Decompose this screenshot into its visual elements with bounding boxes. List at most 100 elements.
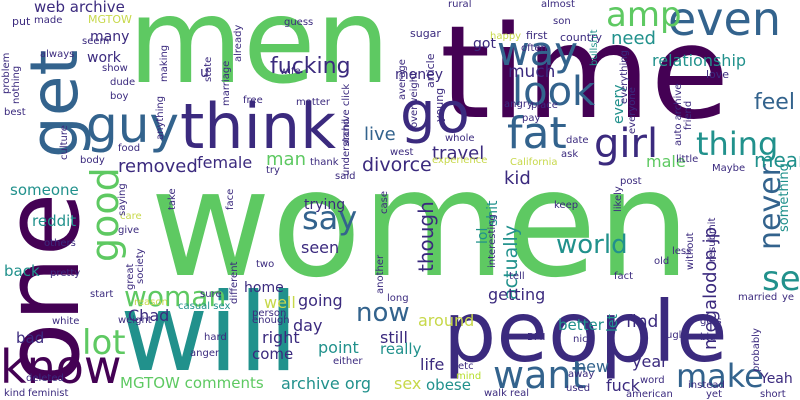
- word-reddit: reddit: [32, 212, 77, 230]
- word-people: people: [443, 283, 728, 381]
- word-get: get: [16, 49, 93, 158]
- word-lot: lot: [82, 323, 126, 363]
- word-mgtow-comments: MGTOW comments: [120, 374, 264, 392]
- word-likely: likely: [613, 186, 624, 212]
- word-got: got: [473, 36, 496, 52]
- word-u: u: [200, 65, 209, 81]
- word-making: making: [159, 44, 170, 82]
- word-obese: obese: [426, 376, 471, 394]
- word-gets: gets: [700, 316, 722, 327]
- word-old: old: [654, 256, 670, 267]
- word-hard: hard: [204, 332, 227, 343]
- word-work: work: [87, 50, 121, 66]
- word-male: male: [646, 152, 686, 171]
- word-trying: trying: [304, 197, 346, 213]
- word-way: way: [497, 29, 578, 75]
- word-auto-archive: auto archive: [673, 83, 684, 146]
- word-country: country: [560, 31, 603, 44]
- word-marriage: marriage: [221, 60, 232, 106]
- word-time: time: [440, 0, 730, 148]
- word-resubmit: resubmit: [707, 217, 718, 262]
- word-food: food: [118, 143, 141, 154]
- word-kind: kind: [4, 388, 26, 399]
- word-problem: problem: [1, 52, 12, 94]
- word-dude: dude: [110, 77, 136, 88]
- word-guy: guy: [86, 96, 180, 154]
- word-wife: wife: [280, 66, 301, 77]
- word-travel: travel: [432, 143, 485, 164]
- word-reason: reason: [134, 297, 168, 308]
- word-often: often: [521, 43, 547, 54]
- word-always: always: [40, 49, 75, 60]
- word-first: first: [526, 29, 548, 42]
- word-going: going: [298, 291, 343, 310]
- word-probably: probably: [751, 328, 762, 372]
- word-year: year: [632, 352, 668, 371]
- word-divorce: divorce: [362, 154, 432, 176]
- word-find: find: [626, 312, 659, 332]
- word-new: new: [576, 357, 610, 376]
- word-sex: sex: [394, 374, 422, 393]
- word-relationship: relationship: [652, 51, 747, 70]
- word-money: money: [395, 67, 443, 83]
- word-saying: saying: [117, 183, 128, 216]
- word-used: used: [566, 383, 591, 394]
- word-guess: guess: [284, 17, 314, 28]
- word-feminist: feminist: [28, 388, 69, 399]
- word-two: two: [256, 259, 275, 270]
- word-tell: tell: [509, 271, 525, 282]
- word-still: still: [380, 328, 408, 347]
- word-free: free: [243, 95, 263, 106]
- word-maybe: Maybe: [712, 163, 746, 174]
- word-deleted: deleted: [26, 373, 64, 384]
- word-getting: getting: [488, 285, 546, 304]
- word-female: female: [197, 153, 253, 172]
- word-really: really: [380, 340, 422, 358]
- word-seem: seem: [82, 36, 110, 47]
- word-will: will: [120, 271, 299, 396]
- word-archive-org: archive org: [281, 374, 372, 393]
- word-know: know: [0, 340, 122, 394]
- word-think: think: [180, 90, 337, 163]
- word-bmi: BMI: [527, 332, 546, 343]
- word-show: show: [102, 63, 128, 74]
- word-mind: mind: [456, 371, 482, 382]
- word-pretty: pretty: [50, 268, 81, 279]
- word-california: California: [510, 157, 558, 168]
- word-average: average: [397, 59, 408, 100]
- word-take: take: [167, 188, 178, 210]
- word-kid: kid: [504, 168, 531, 189]
- word-world: world: [556, 230, 628, 260]
- word-married: married: [738, 292, 778, 303]
- word-ugly: ugly: [666, 330, 688, 341]
- word-instead: instead: [688, 380, 725, 391]
- word-start: start: [90, 289, 114, 300]
- word-whole: whole: [445, 133, 475, 144]
- word-understand: understand: [341, 118, 352, 176]
- word-man: man: [266, 149, 306, 170]
- word-society: society: [135, 248, 146, 284]
- word-rural: rural: [448, 0, 472, 10]
- word-many: many: [90, 29, 130, 45]
- word-women: women: [150, 138, 691, 310]
- word-life: life: [420, 355, 445, 374]
- word-fact: fact: [614, 271, 634, 282]
- word-big: big: [700, 332, 716, 343]
- word-word: word: [640, 375, 665, 386]
- word-bad: bad: [16, 329, 45, 347]
- word-back: back: [4, 262, 40, 280]
- word-live: live: [364, 124, 396, 145]
- word-even: even: [668, 0, 781, 46]
- word-see: see: [762, 259, 800, 299]
- word-article: article: [424, 53, 437, 88]
- word-already: already: [233, 24, 244, 62]
- word-though: though: [414, 201, 438, 272]
- word-walk-real: walk real: [484, 388, 530, 399]
- word-matter: matter: [296, 97, 330, 108]
- word-thank: thank: [310, 157, 339, 168]
- word-home: home: [244, 280, 284, 296]
- word-either: either: [333, 356, 363, 367]
- word-well: well: [264, 293, 296, 312]
- word-mgtow: MGTOW: [88, 13, 132, 26]
- word-feel: feel: [754, 90, 795, 115]
